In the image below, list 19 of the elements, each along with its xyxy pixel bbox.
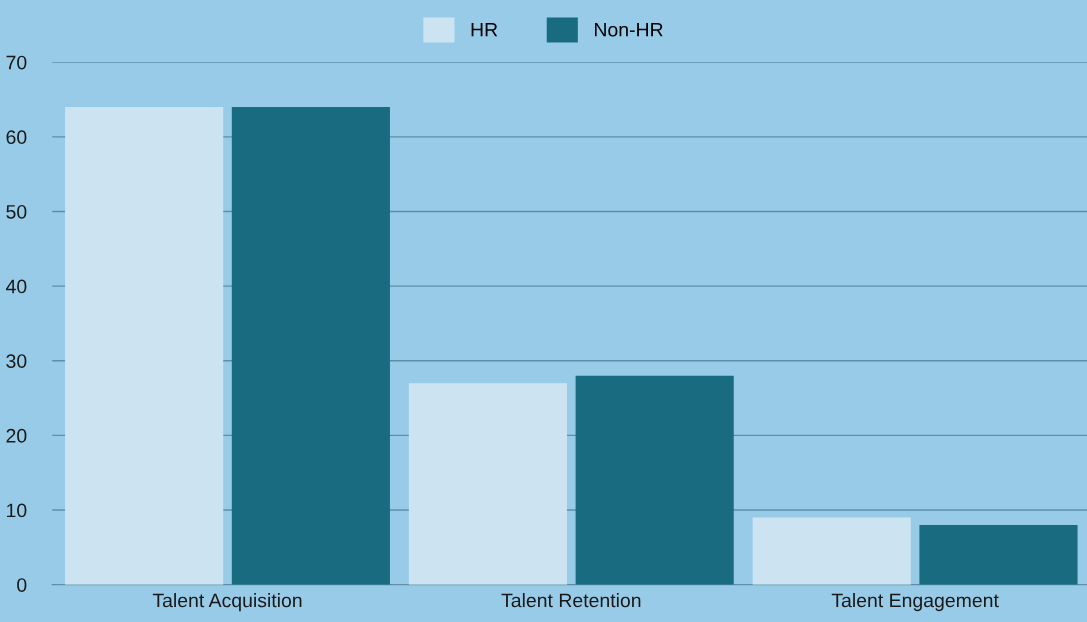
- bar: [919, 524, 1078, 585]
- bar: [231, 106, 390, 585]
- bar: [408, 383, 568, 585]
- y-tick-label: 30: [6, 354, 27, 368]
- x-tick-label: Talent Engagement: [831, 593, 999, 612]
- y-tick-label: 40: [6, 279, 27, 294]
- legend-label: HR: [471, 22, 498, 37]
- y-tick-label: 50: [6, 204, 27, 219]
- bar: [575, 375, 734, 585]
- y-tick-label: 60: [6, 130, 27, 145]
- bar: [65, 106, 224, 585]
- x-tick-label: Talent Retention: [501, 593, 641, 608]
- y-tick-label: 70: [6, 55, 27, 70]
- y-tick-label: 10: [7, 503, 27, 518]
- y-tick-label: 0: [17, 578, 27, 592]
- legend-label: Non-HR: [595, 22, 663, 37]
- bar: [752, 517, 911, 585]
- x-tick-label: Talent Acquisition: [152, 593, 302, 612]
- y-tick-label: 20: [6, 428, 27, 443]
